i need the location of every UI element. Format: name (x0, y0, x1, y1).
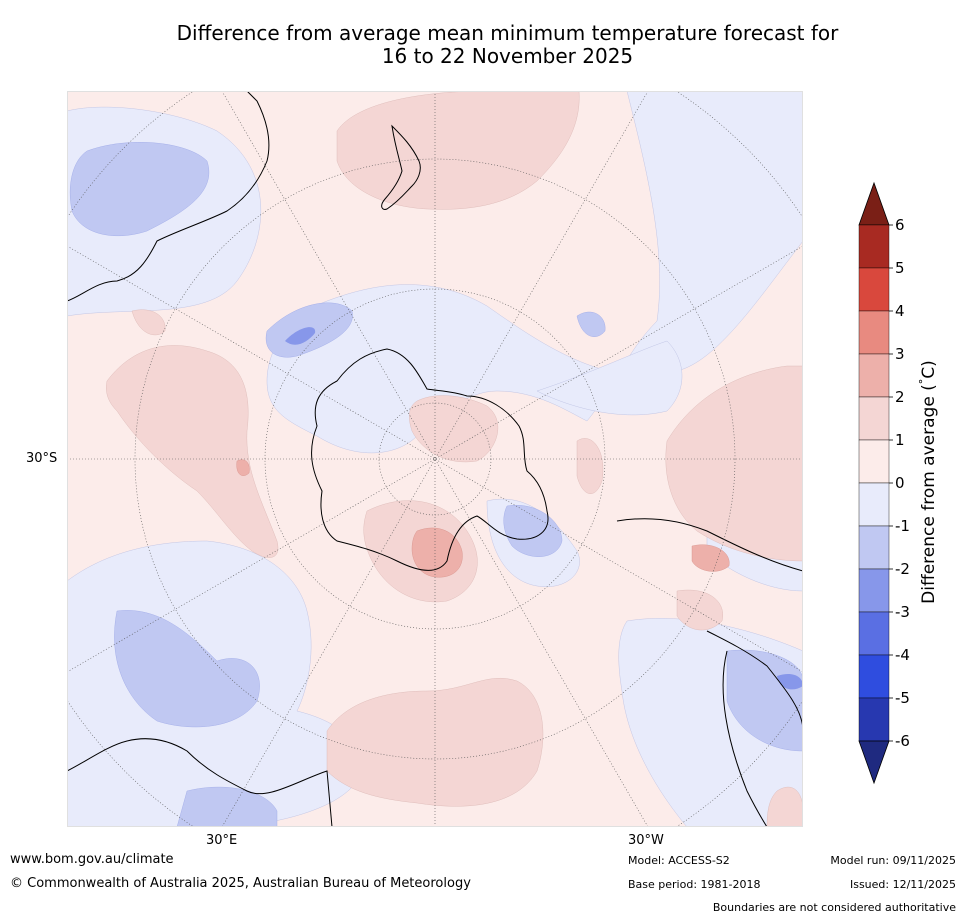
colorbar-segment (858, 267, 890, 312)
title-line-1: Difference from average mean minimum tem… (176, 21, 839, 45)
colorbar-label: Difference from average (°C) (917, 360, 939, 604)
colorbar-tick-label: -3 (895, 603, 910, 621)
lon-label-30w: 30°W (628, 833, 664, 848)
colorbar-tick-label: -2 (895, 560, 910, 578)
lat-label-30s: 30°S (26, 451, 58, 466)
colorbar-tick-label: 0 (895, 474, 905, 492)
colorbar-label-prefix: Difference from average ( (918, 384, 939, 604)
lon-label-30e: 30°E (206, 833, 238, 848)
anomaly-field-2-to-3 (236, 459, 730, 578)
colorbar-tick-label: 3 (895, 345, 905, 363)
graticule (67, 91, 803, 827)
footer-issued: Issued: 12/11/2025 (849, 878, 956, 891)
colorbar: 6 5 4 3 2 1 0 -1 -2 -3 -4 -5 -6 (858, 181, 910, 785)
colorbar-segment (858, 224, 890, 269)
footer-disclaimer: Boundaries are not considered authoritat… (712, 901, 956, 914)
colorbar-tick-label: 2 (895, 388, 905, 406)
coastline-australia (67, 91, 270, 302)
colorbar-tick-label: 6 (895, 216, 905, 234)
footer-base-period: Base period: 1981-2018 (628, 878, 761, 891)
colorbar-tick-label: -4 (895, 646, 910, 664)
anomaly-field-minus2-to-minus1 (69, 142, 803, 827)
footer-model-run: Model run: 09/11/2025 (830, 854, 956, 867)
anomaly-field-1-to-2 (106, 91, 803, 827)
chart-title: Difference from average mean minimum tem… (60, 22, 955, 68)
colorbar-tick-label: -5 (895, 689, 910, 707)
coastline-antarctica (311, 348, 549, 571)
anomaly-field-minus3-to-minus2 (285, 327, 803, 690)
colorbar-tick-label: 5 (895, 259, 905, 277)
colorbar-segment (858, 353, 890, 398)
colorbar-segment (858, 482, 890, 527)
title-line-2: 16 to 22 November 2025 (381, 44, 634, 68)
polar-map (67, 91, 803, 827)
colorbar-label-suffix: C) (918, 360, 939, 379)
colorbar-tick-label: 1 (895, 431, 905, 449)
colorbar-extend-low (858, 740, 890, 785)
colorbar-segment (858, 396, 890, 441)
coastline-new-zealand (381, 124, 421, 210)
colorbar-tick-label: 4 (895, 302, 905, 320)
coastline-africa (67, 738, 333, 827)
footer-website: www.bom.gov.au/climate (10, 852, 174, 867)
colorbar-extend-high (858, 181, 890, 226)
colorbar-ticks: 6 5 4 3 2 1 0 -1 -2 -3 -4 -5 -6 (889, 216, 910, 750)
footer-model: Model: ACCESS-S2 (628, 854, 730, 867)
colorbar-label-degree: ° (917, 378, 931, 385)
colorbar-segment (858, 697, 890, 742)
colorbar-segment (858, 611, 890, 656)
colorbar-tick-label: -6 (895, 732, 910, 750)
colorbar-segment (858, 654, 890, 699)
colorbar-segment (858, 310, 890, 355)
footer-copyright: © Commonwealth of Australia 2025, Austra… (10, 876, 471, 891)
colorbar-segment (858, 568, 890, 613)
colorbar-segments (858, 181, 890, 785)
colorbar-segment (858, 439, 890, 484)
coastline-south-america (616, 518, 803, 827)
colorbar-segment (858, 525, 890, 570)
colorbar-tick-label: -1 (895, 517, 910, 535)
